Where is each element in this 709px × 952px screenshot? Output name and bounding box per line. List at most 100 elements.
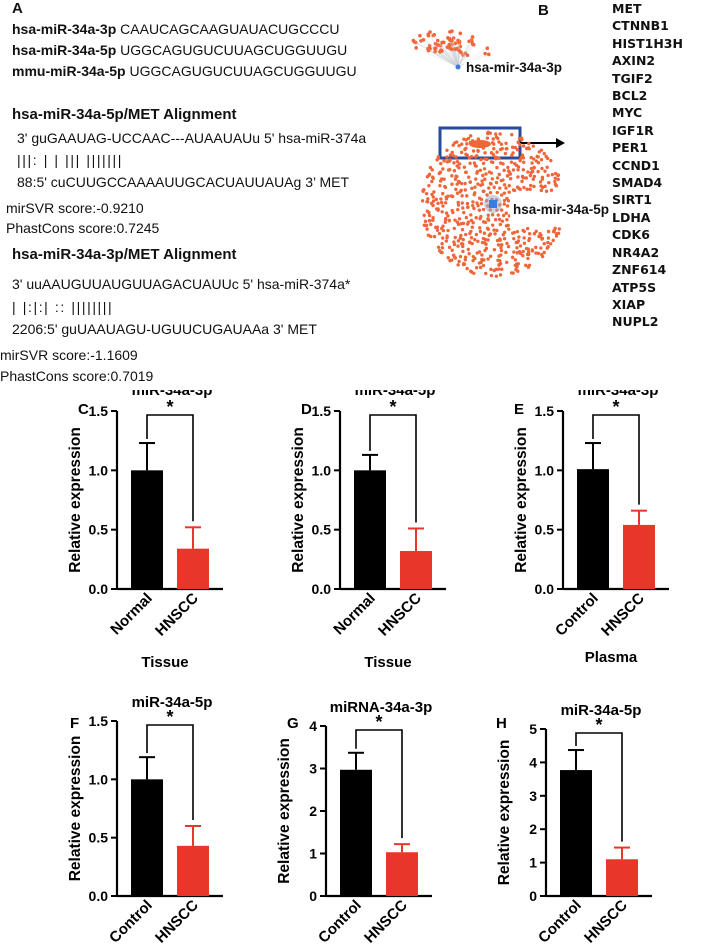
network-node (536, 155, 540, 159)
network-node (478, 226, 482, 230)
network-node (492, 146, 496, 151)
network-node (534, 245, 538, 250)
network-node (543, 169, 547, 173)
network-node (457, 39, 462, 44)
network-node (544, 189, 549, 193)
chart-title: miR-34a-5p (132, 694, 213, 711)
network-node (445, 155, 449, 159)
network-node (501, 232, 505, 237)
network-node (463, 232, 468, 237)
network-node (502, 236, 507, 241)
alignment-5p-phastcons: PhastCons score:0.7245 (6, 220, 160, 236)
network-node (443, 217, 448, 222)
network-node (424, 191, 429, 196)
network-node (456, 200, 460, 205)
x-axis-label: Tissue (364, 654, 411, 671)
network-node (485, 157, 489, 162)
network-node (516, 175, 520, 179)
network-node (495, 176, 500, 180)
network-node (505, 147, 509, 151)
y-tick-label: 3 (529, 788, 537, 804)
alignment-5p-line1: 3' guGAAUAG-UCCAAC---AUAAUAUu 5' hsa-miR… (17, 130, 367, 146)
y-tick-label: 0.5 (535, 522, 555, 538)
network-node (480, 253, 484, 257)
bar (577, 469, 609, 589)
network-node (454, 155, 458, 159)
network-node (469, 213, 473, 217)
x-tick-label: Control (315, 897, 365, 947)
network-node (457, 217, 462, 221)
network-edge (457, 41, 473, 68)
network-node (536, 251, 541, 256)
y-tick-label: 0 (309, 888, 317, 904)
network-node (454, 187, 458, 192)
network-node (536, 169, 540, 174)
network-node (506, 244, 511, 249)
network-node (518, 143, 522, 147)
network-node (492, 228, 496, 232)
network-node (540, 236, 545, 241)
network-node (436, 43, 440, 47)
alignment-3p-line3: 2206:5' guUAAUAGU-UGUUCUGAUAAa 3' MET (12, 321, 317, 337)
gene-item: XIAP (612, 296, 646, 312)
y-tick-label: 0.0 (535, 581, 555, 597)
network-node (527, 236, 532, 241)
network-node (498, 132, 502, 136)
network-node (491, 137, 495, 141)
network-node (441, 224, 445, 228)
network-node (476, 148, 480, 153)
network-node (484, 242, 488, 246)
gene-item: BCL2 (612, 88, 648, 104)
network-edge (439, 51, 459, 68)
network-node (468, 240, 472, 245)
y-tick-label: 2 (309, 803, 317, 819)
network-node (471, 143, 475, 147)
network-node (486, 257, 490, 261)
gene-item: CCND1 (612, 157, 660, 173)
network-node (515, 147, 520, 152)
network-node (539, 246, 543, 250)
network-node (462, 210, 466, 215)
network-node (460, 194, 464, 198)
x-tick-label: Control (535, 897, 585, 947)
mirna-sequence: UGGCAGUGUCUUAGCUGGUUGU (120, 42, 348, 58)
network-node (546, 240, 550, 245)
network-node (498, 186, 502, 190)
network-node (530, 249, 535, 253)
network-node (477, 261, 482, 265)
network-node (499, 246, 503, 250)
network-node (452, 226, 457, 231)
network-node (501, 162, 505, 166)
network-node (480, 182, 485, 186)
network-node (498, 273, 503, 277)
alignment-5p-line3: 88:5' cuCUUGCCAAAAUUGCACUAUUAUAg 3’ MET (17, 174, 350, 190)
network-node (491, 141, 495, 145)
network-node (448, 167, 452, 172)
network-node (474, 266, 479, 270)
network-node (547, 181, 551, 185)
network-node (486, 217, 490, 221)
network-node (471, 200, 475, 204)
network-node (455, 174, 459, 179)
network-node (456, 244, 460, 248)
network-node (499, 208, 504, 212)
network-node (522, 160, 526, 164)
network-node (525, 226, 530, 231)
network-node (481, 161, 486, 166)
y-tick-label: 0.5 (89, 522, 109, 538)
network-node (468, 161, 472, 165)
network-node (450, 194, 455, 199)
y-tick-label: 1 (529, 855, 537, 871)
network-node (497, 217, 502, 222)
network-node (463, 147, 467, 152)
network-node (502, 191, 507, 195)
panel-letter: F (70, 715, 79, 732)
network-node (471, 203, 475, 208)
network-node (474, 177, 478, 181)
y-tick-label: 1.5 (89, 713, 109, 729)
y-tick-label: 5 (529, 721, 537, 737)
network-node (455, 164, 459, 168)
network-node (489, 273, 494, 278)
network-node (465, 194, 469, 198)
gene-item: SMAD4 (612, 175, 663, 191)
